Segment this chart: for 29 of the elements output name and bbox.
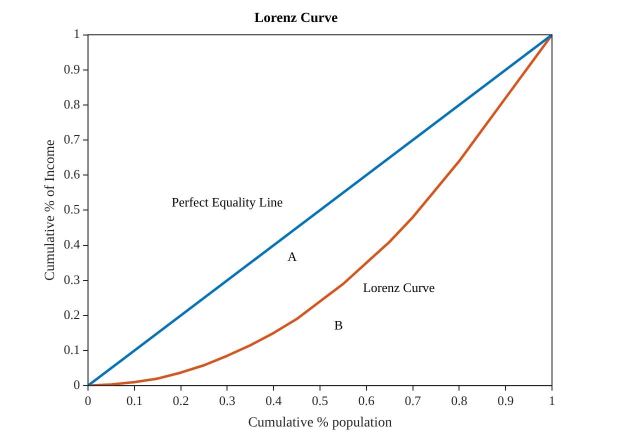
y-tick-label: 0 [74,377,80,392]
y-tick-label: 0.2 [64,306,80,322]
annotation: A [287,248,298,264]
x-tick-label: 0.9 [497,392,514,408]
x-tick-label: 0.2 [172,392,189,408]
y-tick-label: 0.6 [64,166,81,182]
y-tick-label: 0.8 [64,96,80,112]
y-tick-label: 0.4 [64,236,81,252]
x-tick-label: 1 [548,392,556,408]
x-tick-label: 0.4 [266,392,282,408]
y-tick-label: 1 [74,26,80,42]
chart-title: Lorenz Curve [254,11,338,26]
x-tick-label: 0.1 [126,392,143,408]
x-tick-label: 0.7 [404,392,422,408]
x-tick-label: 0.5 [312,392,328,408]
y-tick-label: 0.9 [64,61,80,76]
annotation: Lorenz Curve [362,280,436,296]
x-tick-label: 0.8 [451,392,468,408]
x-tick-label: 0.3 [219,392,236,408]
y-tick-label: 0.7 [64,131,81,146]
y-axis-title: Cumulative % of Income [43,140,58,281]
y-tick-label: 0.3 [64,272,80,287]
annotation: B [334,317,344,332]
y-tick-label: 0.5 [64,202,80,217]
x-tick-label: 0.6 [358,392,376,408]
x-axis-title: Cumulative % population [248,415,392,430]
annotation: Perfect Equality Line [172,194,284,210]
y-tick-label: 0.1 [64,342,80,357]
x-tick-label: 0 [84,392,92,408]
